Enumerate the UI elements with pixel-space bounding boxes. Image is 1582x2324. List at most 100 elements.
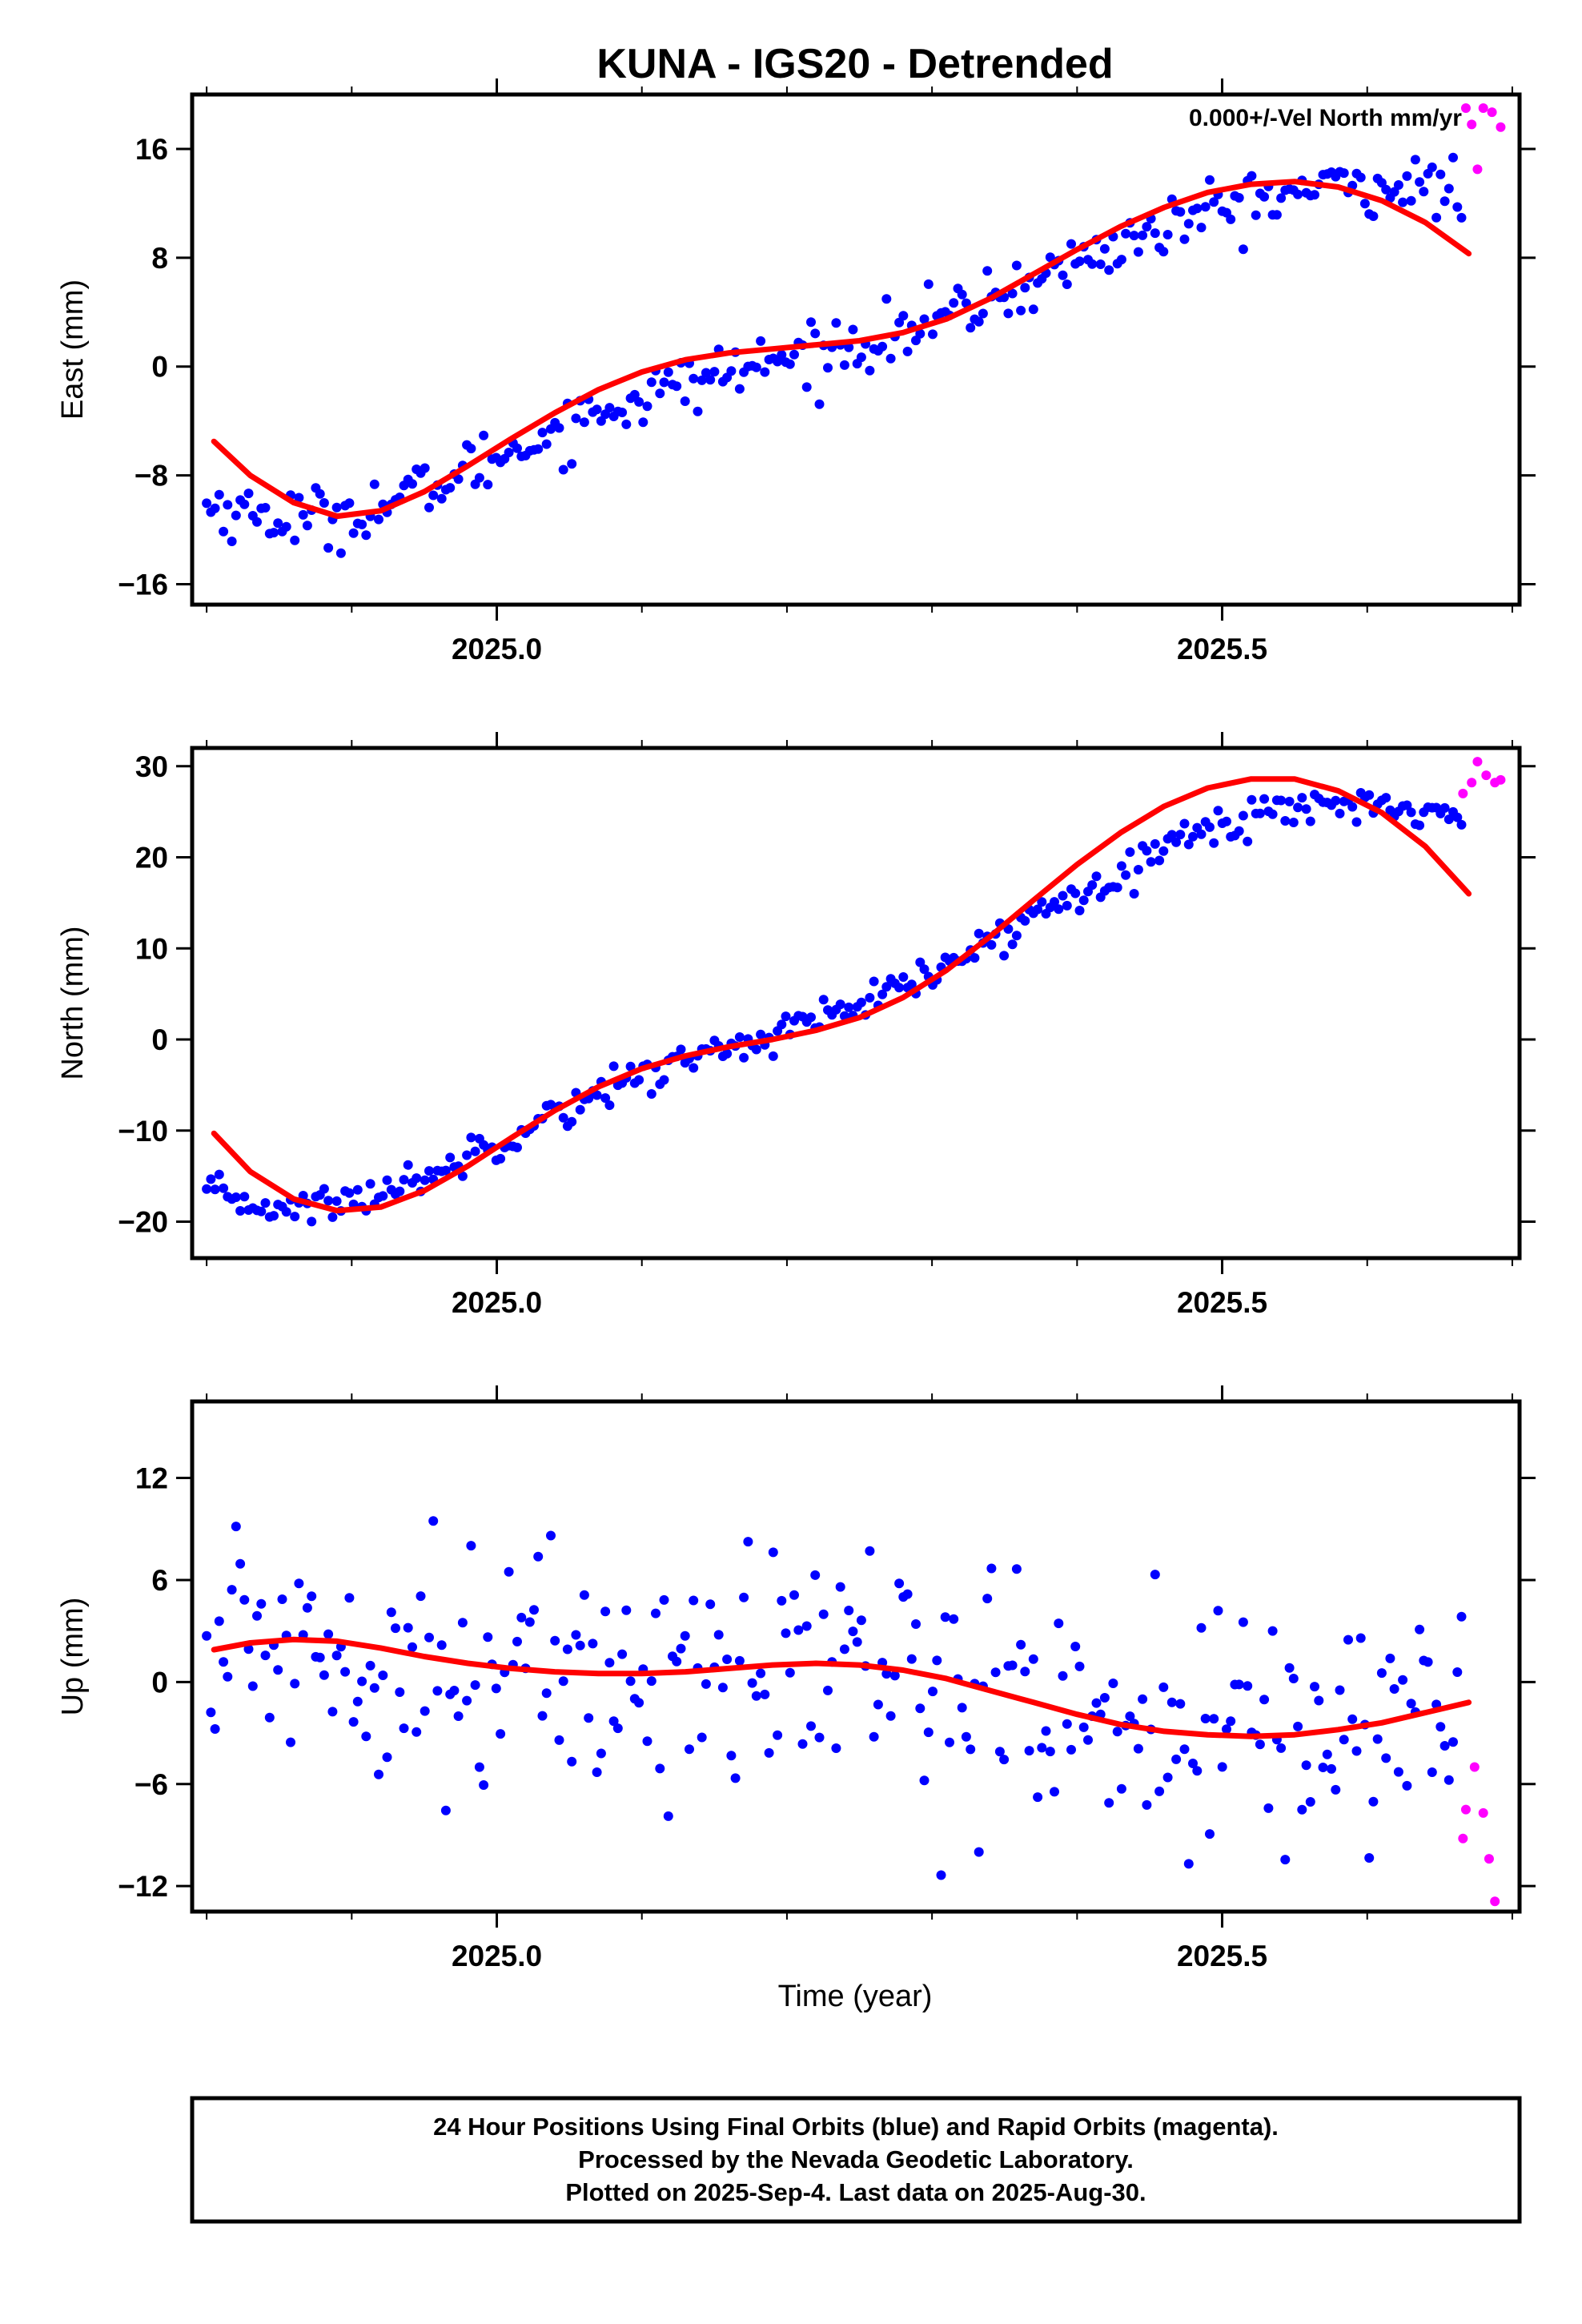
- east-final-orbit-point: [344, 498, 355, 509]
- north-final-orbit-point: [608, 1061, 619, 1072]
- east-final-orbit-point: [357, 519, 367, 529]
- east-final-orbit-point: [701, 368, 711, 378]
- up-final-orbit-point: [227, 1585, 237, 1595]
- up-final-orbit-point: [1368, 1796, 1379, 1807]
- east-final-orbit-point: [1389, 187, 1399, 197]
- east-final-orbit-point: [428, 490, 439, 501]
- north-final-orbit-point: [496, 1153, 506, 1164]
- up-final-orbit-point: [994, 1747, 1005, 1757]
- east-final-orbit-point: [898, 311, 909, 321]
- up-final-orbit-point: [378, 1671, 388, 1680]
- north-final-orbit-point: [1146, 857, 1156, 867]
- east-final-orbit-point: [709, 367, 720, 377]
- east-final-orbit-point: [756, 336, 766, 346]
- up-final-orbit-point: [642, 1736, 652, 1747]
- east-panel: 2025.0 2025.5 16 8 0 −8 −16 East (mm): [56, 78, 1536, 665]
- north-final-orbit-point: [689, 1063, 699, 1073]
- up-final-orbit-point: [483, 1632, 493, 1642]
- north-final-orbit-point: [894, 983, 905, 993]
- east-final-orbit-point: [978, 308, 988, 319]
- east-final-orbit-point: [374, 514, 383, 525]
- up-final-orbit-point: [290, 1679, 300, 1689]
- east-final-orbit-point: [294, 493, 304, 503]
- up-final-orbit-point: [1037, 1743, 1047, 1753]
- up-final-orbit-point: [210, 1724, 220, 1734]
- up-final-orbit-point: [1439, 1741, 1450, 1751]
- north-final-orbit-point: [734, 1032, 745, 1042]
- up-final-orbit-point: [529, 1605, 539, 1615]
- up-final-orbit-point: [231, 1522, 241, 1532]
- up-final-orbit-point: [412, 1727, 422, 1737]
- up-final-orbit-point: [1179, 1744, 1190, 1755]
- north-final-orbit-point: [604, 1100, 615, 1111]
- up-final-orbit-point: [1183, 1859, 1194, 1869]
- east-final-orbit-point: [982, 266, 993, 276]
- up-final-orbit-point: [659, 1594, 669, 1605]
- up-final-orbit-point: [768, 1547, 778, 1558]
- up-final-orbit-point: [1456, 1611, 1467, 1622]
- up-final-orbit-point: [466, 1541, 476, 1551]
- up-final-orbit-point: [1213, 1606, 1223, 1616]
- up-rapid-orbit-point: [1458, 1833, 1468, 1844]
- up-final-orbit-point: [1234, 1679, 1244, 1690]
- north-final-orbit-point: [1037, 897, 1047, 907]
- east-final-orbit-point: [1238, 244, 1248, 255]
- up-x-tick-label: 2025.5: [1177, 1940, 1267, 1972]
- east-final-orbit-point: [260, 503, 271, 513]
- up-final-orbit-point: [760, 1689, 770, 1699]
- up-final-orbit-point: [949, 1614, 959, 1624]
- up-final-orbit-point: [608, 1716, 619, 1727]
- up-final-orbit-point: [294, 1578, 304, 1589]
- north-final-orbit-point: [323, 1196, 334, 1206]
- east-y-tick-label: 16: [135, 133, 168, 166]
- north-final-orbit-point: [634, 1075, 644, 1085]
- north-final-orbit-point: [1171, 837, 1182, 847]
- north-final-orbit-point: [1243, 836, 1253, 846]
- up-final-orbit-point: [470, 1680, 480, 1691]
- east-x-tick-label: 2025.5: [1177, 633, 1267, 665]
- north-final-orbit-point: [1062, 900, 1072, 911]
- north-final-orbit-point: [1033, 904, 1043, 915]
- east-final-orbit-point: [1087, 259, 1098, 269]
- east-final-orbit-point: [504, 448, 514, 457]
- up-final-orbit-point: [1347, 1714, 1358, 1724]
- north-final-orbit-point: [1121, 870, 1131, 880]
- up-x-tick-label: 2025.0: [452, 1940, 542, 1972]
- up-final-orbit-point: [1322, 1749, 1332, 1759]
- east-final-orbit-point: [1175, 207, 1186, 217]
- up-final-orbit-point: [1222, 1724, 1231, 1735]
- east-final-orbit-point: [1028, 304, 1038, 315]
- up-final-orbit-point: [1243, 1681, 1253, 1691]
- up-final-orbit-point: [588, 1638, 598, 1649]
- up-final-orbit-point: [923, 1727, 934, 1738]
- east-final-orbit-point: [269, 528, 279, 538]
- up-final-orbit-point: [739, 1592, 749, 1602]
- up-final-orbit-point: [1200, 1714, 1211, 1723]
- east-final-orbit-point: [1158, 247, 1169, 257]
- east-final-orbit-point: [227, 537, 237, 546]
- east-final-orbit-point: [466, 444, 476, 454]
- up-final-orbit-point: [1327, 1763, 1336, 1774]
- east-final-orbit-point: [1162, 230, 1173, 239]
- up-y-tick-label: −12: [118, 1870, 168, 1903]
- north-final-orbit-point: [260, 1198, 271, 1208]
- north-final-orbit-point: [1259, 794, 1270, 804]
- east-final-orbit-point: [541, 439, 552, 449]
- east-final-orbit-point: [1376, 178, 1387, 188]
- north-final-orbit-point: [1364, 790, 1375, 800]
- up-final-orbit-point: [432, 1686, 443, 1696]
- east-final-orbit-point: [831, 318, 841, 328]
- up-final-orbit-point: [1045, 1747, 1055, 1757]
- east-final-orbit-point: [554, 423, 564, 433]
- east-final-orbit-point: [680, 396, 690, 406]
- north-final-orbit-point: [466, 1132, 476, 1143]
- up-final-orbit-point: [697, 1732, 707, 1743]
- up-final-orbit-point: [986, 1563, 997, 1574]
- north-final-orbit-point: [722, 1048, 733, 1059]
- up-final-orbit-point: [885, 1711, 896, 1721]
- up-final-orbit-point: [436, 1640, 447, 1651]
- east-final-orbit-point: [453, 474, 464, 485]
- up-final-orbit-point: [319, 1670, 329, 1680]
- north-final-orbit-point: [1347, 802, 1358, 812]
- north-final-orbit-point: [1070, 888, 1081, 899]
